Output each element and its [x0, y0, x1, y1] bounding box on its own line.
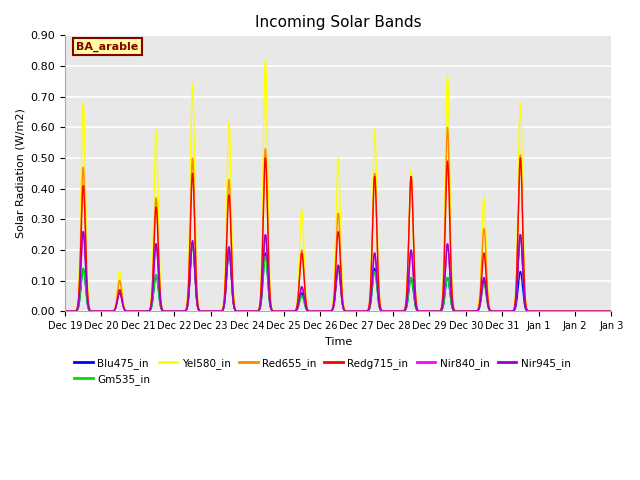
- Red655_in: [492, 309, 499, 314]
- Red655_in: [607, 309, 615, 314]
- Nir945_in: [178, 309, 186, 314]
- Y-axis label: Solar Radiation (W/m2): Solar Radiation (W/m2): [15, 108, 25, 238]
- Redg715_in: [605, 309, 613, 314]
- Yel580_in: [61, 309, 69, 314]
- Blu475_in: [605, 309, 613, 314]
- Redg715_in: [492, 309, 499, 314]
- Title: Incoming Solar Bands: Incoming Solar Bands: [255, 15, 422, 30]
- Nir840_in: [266, 297, 273, 303]
- Gm535_in: [492, 309, 499, 314]
- Yel580_in: [607, 309, 615, 314]
- Nir840_in: [79, 228, 87, 234]
- Redg715_in: [607, 309, 615, 314]
- Gm535_in: [178, 309, 186, 314]
- Line: Yel580_in: Yel580_in: [65, 60, 611, 312]
- Gm535_in: [172, 309, 180, 314]
- Red655_in: [413, 307, 421, 312]
- Yel580_in: [605, 309, 613, 314]
- Gm535_in: [61, 309, 69, 314]
- Line: Redg715_in: Redg715_in: [65, 158, 611, 312]
- Yel580_in: [414, 307, 422, 312]
- Blu475_in: [266, 300, 273, 305]
- Gm535_in: [266, 300, 273, 305]
- Redg715_in: [266, 284, 273, 289]
- Line: Red655_in: Red655_in: [65, 127, 611, 312]
- Nir840_in: [414, 308, 422, 313]
- Yel580_in: [172, 309, 180, 314]
- Line: Nir840_in: Nir840_in: [65, 231, 611, 312]
- Nir840_in: [172, 309, 180, 314]
- X-axis label: Time: Time: [324, 336, 352, 347]
- Redg715_in: [516, 155, 524, 161]
- Blu475_in: [61, 309, 69, 314]
- Gm535_in: [607, 309, 615, 314]
- Blu475_in: [178, 309, 186, 314]
- Red655_in: [178, 309, 186, 314]
- Blu475_in: [189, 241, 196, 247]
- Yel580_in: [178, 309, 186, 314]
- Red655_in: [61, 309, 69, 314]
- Redg715_in: [61, 309, 69, 314]
- Blu475_in: [607, 309, 615, 314]
- Line: Nir945_in: Nir945_in: [65, 231, 611, 312]
- Line: Blu475_in: Blu475_in: [65, 244, 611, 312]
- Red655_in: [444, 124, 451, 130]
- Yel580_in: [262, 57, 269, 63]
- Nir840_in: [607, 309, 615, 314]
- Line: Gm535_in: Gm535_in: [65, 235, 611, 312]
- Gm535_in: [605, 309, 613, 314]
- Red655_in: [605, 309, 613, 314]
- Redg715_in: [172, 309, 180, 314]
- Legend: Blu475_in, Gm535_in, Yel580_in, Red655_in, Redg715_in, Nir840_in, Nir945_in: Blu475_in, Gm535_in, Yel580_in, Red655_i…: [70, 354, 575, 389]
- Blu475_in: [414, 308, 422, 314]
- Yel580_in: [266, 271, 273, 276]
- Nir840_in: [178, 309, 186, 314]
- Nir945_in: [266, 297, 273, 303]
- Nir840_in: [492, 309, 499, 314]
- Nir945_in: [172, 309, 180, 314]
- Redg715_in: [178, 309, 186, 314]
- Redg715_in: [413, 307, 421, 312]
- Red655_in: [266, 282, 273, 288]
- Yel580_in: [492, 309, 499, 314]
- Gm535_in: [413, 308, 421, 314]
- Nir840_in: [605, 309, 613, 314]
- Nir945_in: [492, 309, 499, 314]
- Text: BA_arable: BA_arable: [76, 41, 138, 52]
- Nir945_in: [605, 309, 613, 314]
- Nir840_in: [61, 309, 69, 314]
- Nir945_in: [61, 309, 69, 314]
- Nir945_in: [607, 309, 615, 314]
- Nir945_in: [414, 308, 422, 313]
- Gm535_in: [516, 232, 524, 238]
- Red655_in: [172, 309, 180, 314]
- Nir945_in: [79, 228, 87, 234]
- Blu475_in: [492, 309, 499, 314]
- Blu475_in: [172, 309, 180, 314]
